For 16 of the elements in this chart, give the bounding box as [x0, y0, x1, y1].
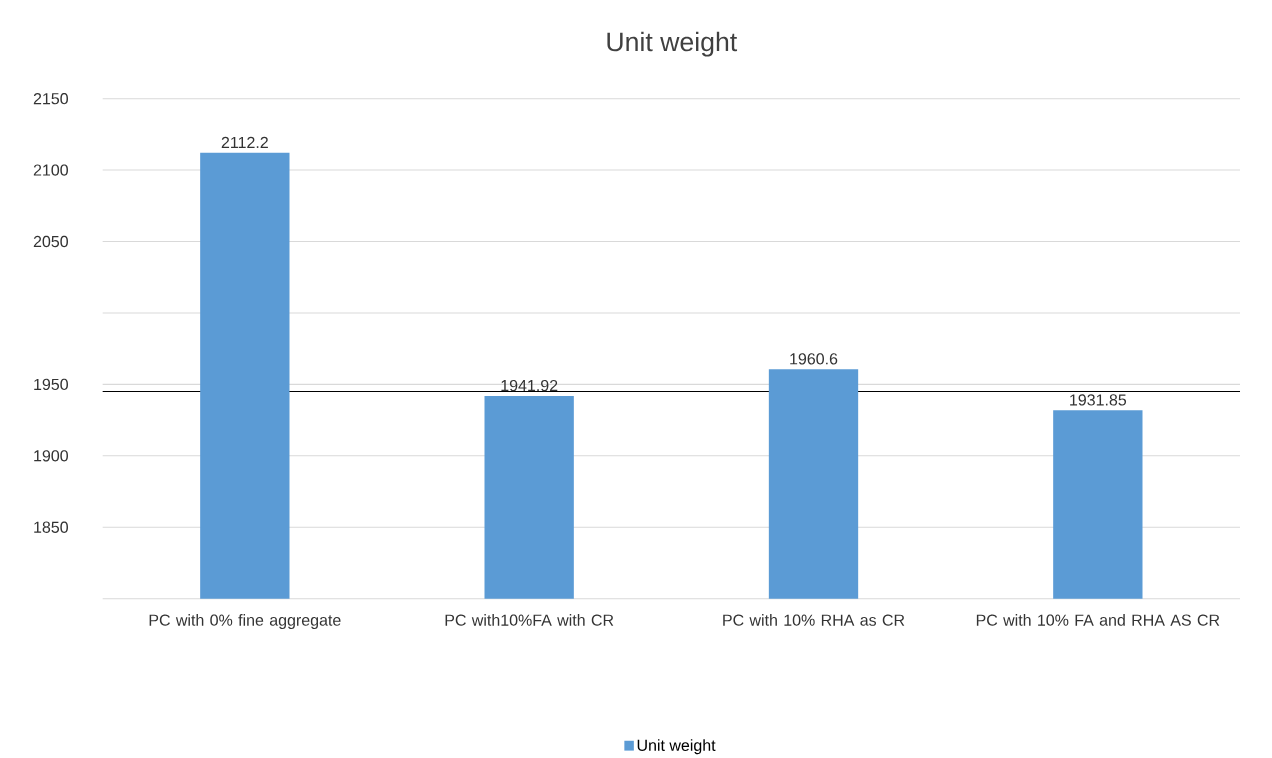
data-label: 2112.2	[221, 136, 268, 148]
x-tick-label: PC with 10% FA and RHA AS CR	[976, 613, 1220, 626]
x-tick-label: PC with10%FA with CR	[445, 613, 614, 626]
y-tick-label: 1850	[34, 521, 68, 533]
data-label: 1941.92	[501, 379, 558, 392]
y-tick-label: 2100	[33, 164, 68, 176]
y-tick-label: 2150	[33, 92, 68, 105]
chart-title: Unit weight	[607, 31, 738, 57]
legend-label: Unit weight	[637, 739, 716, 755]
y-tick-label: 1950	[34, 378, 68, 390]
data-label: 1960.6	[790, 353, 838, 365]
x-tick-label: PC with 0% fine aggregate	[149, 613, 341, 629]
x-tick-label: PC with 10% RHA as CR	[723, 613, 905, 626]
data-label: 1931.85	[1070, 394, 1127, 406]
y-tick-label: 2050	[33, 235, 68, 248]
y-tick-label: 1900	[34, 450, 68, 462]
